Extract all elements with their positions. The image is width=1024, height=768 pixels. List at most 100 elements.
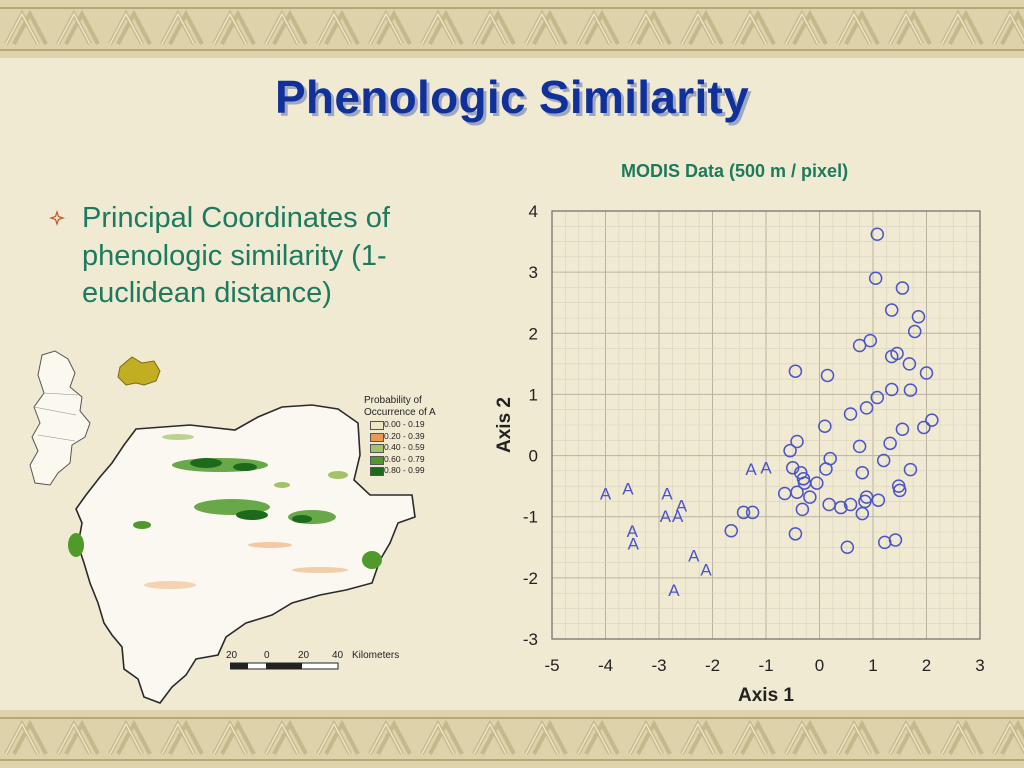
data-point-circle [810, 476, 824, 490]
x-tick-label: -5 [544, 656, 559, 675]
data-point-a: A [672, 507, 684, 526]
data-point-circle [795, 502, 810, 517]
slide-title: Phenologic Similarity [274, 71, 750, 123]
data-point-circle [724, 524, 738, 538]
data-point-circle [788, 527, 803, 541]
x-axis-label: Axis 1 [738, 685, 794, 706]
legend-title-line: Occurrence of A [364, 407, 436, 418]
data-point-circle [745, 505, 760, 520]
data-point-a: A [676, 496, 688, 515]
x-tick-label: 0 [815, 656, 824, 675]
data-point-circle [903, 383, 918, 397]
plot-frame [551, 210, 981, 640]
data-point-a: A [745, 460, 757, 479]
data-point-circle [895, 422, 910, 437]
data-point-circle [777, 486, 792, 501]
data-point-circle [903, 462, 918, 477]
map-legend: Probability of Occurrence of A 0.00 - 0.… [364, 395, 484, 477]
data-point-a: A [760, 459, 772, 478]
legend-swatch [370, 455, 384, 465]
data-point-circle [803, 490, 817, 504]
y-tick-label: -3 [523, 630, 538, 649]
bullet-text: Principal Coordinates of phenologic simi… [82, 200, 462, 313]
data-point-circle [783, 443, 797, 458]
legend-label: 0.20 - 0.39 [384, 430, 425, 441]
legend-label: 0.80 - 0.99 [384, 465, 425, 475]
legend-item: 0.20 - 0.39 [364, 431, 484, 443]
bullet-text-line: euclidean distance) [82, 277, 332, 309]
diamond-bullet-icon [49, 210, 65, 226]
data-point-circle [858, 494, 872, 509]
legend-swatch [370, 467, 384, 476]
header-decorative-band [0, 0, 1024, 58]
x-tick-label: 3 [975, 656, 984, 675]
data-point-circle [855, 465, 870, 480]
data-point-circle [859, 401, 874, 415]
data-point-a: A [668, 581, 680, 600]
data-point-circle [818, 419, 832, 433]
data-point-circle [925, 413, 939, 427]
bullet-text-line: Principal Coordinates of [82, 202, 390, 234]
data-point-a: A [627, 522, 639, 541]
data-point-circle [919, 366, 934, 380]
scale-bar-graphic [230, 662, 339, 670]
data-point-circle [843, 497, 858, 512]
data-point-a: A [661, 484, 673, 503]
data-point-circle [863, 333, 878, 348]
data-point-circle [736, 505, 751, 520]
y-tick-label: 1 [529, 385, 538, 404]
data-point-circle [834, 500, 848, 515]
scale-label: 0 [264, 650, 270, 661]
data-point-circle [907, 324, 922, 339]
modis-data-caption: MODIS Data (500 m / pixel) [621, 161, 849, 181]
y-axis-label: Axis 2 [494, 397, 515, 453]
legend-swatch [370, 444, 384, 453]
legend-swatch [370, 421, 384, 430]
scale-label: 20 [298, 650, 310, 661]
probability-patches [68, 434, 382, 589]
y-tick-label: -1 [523, 508, 538, 527]
data-point-circle [855, 506, 870, 521]
data-point-circle [840, 540, 855, 555]
y-tick-label: 4 [529, 202, 538, 221]
data-point-a: A [628, 534, 640, 553]
data-point-circle [878, 535, 892, 550]
data-point-a: A [622, 479, 634, 498]
data-point-a: A [600, 484, 612, 503]
inset-highlight-region [117, 356, 161, 386]
legend-item: 0.40 - 0.59 [364, 442, 484, 454]
data-point-circle [895, 281, 910, 295]
data-point-circle [852, 338, 867, 353]
x-tick-label: -2 [705, 656, 720, 675]
map-scale-bar: 20 0 20 40 Kilometers [226, 650, 426, 676]
data-point-circle [843, 407, 858, 421]
data-point-circle [819, 462, 833, 476]
legend-label: 0.40 - 0.59 [384, 442, 425, 452]
data-point-circle [852, 439, 867, 454]
x-tick-label: -1 [758, 656, 773, 675]
y-tick-label: -2 [523, 569, 538, 588]
probability-map [29, 350, 416, 704]
data-point-circle [902, 357, 917, 371]
x-tick-label: -3 [651, 656, 666, 675]
data-point-circle [790, 434, 804, 449]
x-tick-label: 2 [922, 656, 931, 675]
data-point-a: A [660, 507, 672, 526]
data-point-a: A [688, 547, 700, 566]
y-tick-label: 3 [529, 263, 538, 282]
x-tick-label: -4 [598, 656, 613, 675]
data-point-a: A [700, 561, 712, 580]
footer-decorative-band [0, 710, 1024, 768]
data-point-circle [893, 483, 907, 498]
legend-label: 0.00 - 0.19 [384, 419, 425, 429]
data-point-circle [788, 364, 803, 378]
legend-title-line: Probability of [364, 395, 422, 406]
scale-label: 40 [332, 650, 344, 661]
data-point-circle [884, 382, 899, 397]
y-tick-label: 2 [529, 324, 538, 343]
x-tick-label: 1 [868, 656, 877, 675]
legend-label: 0.60 - 0.79 [384, 453, 425, 464]
bullet-text-line: phenologic similarity (1- [82, 239, 387, 272]
scale-label: 20 [226, 650, 238, 661]
